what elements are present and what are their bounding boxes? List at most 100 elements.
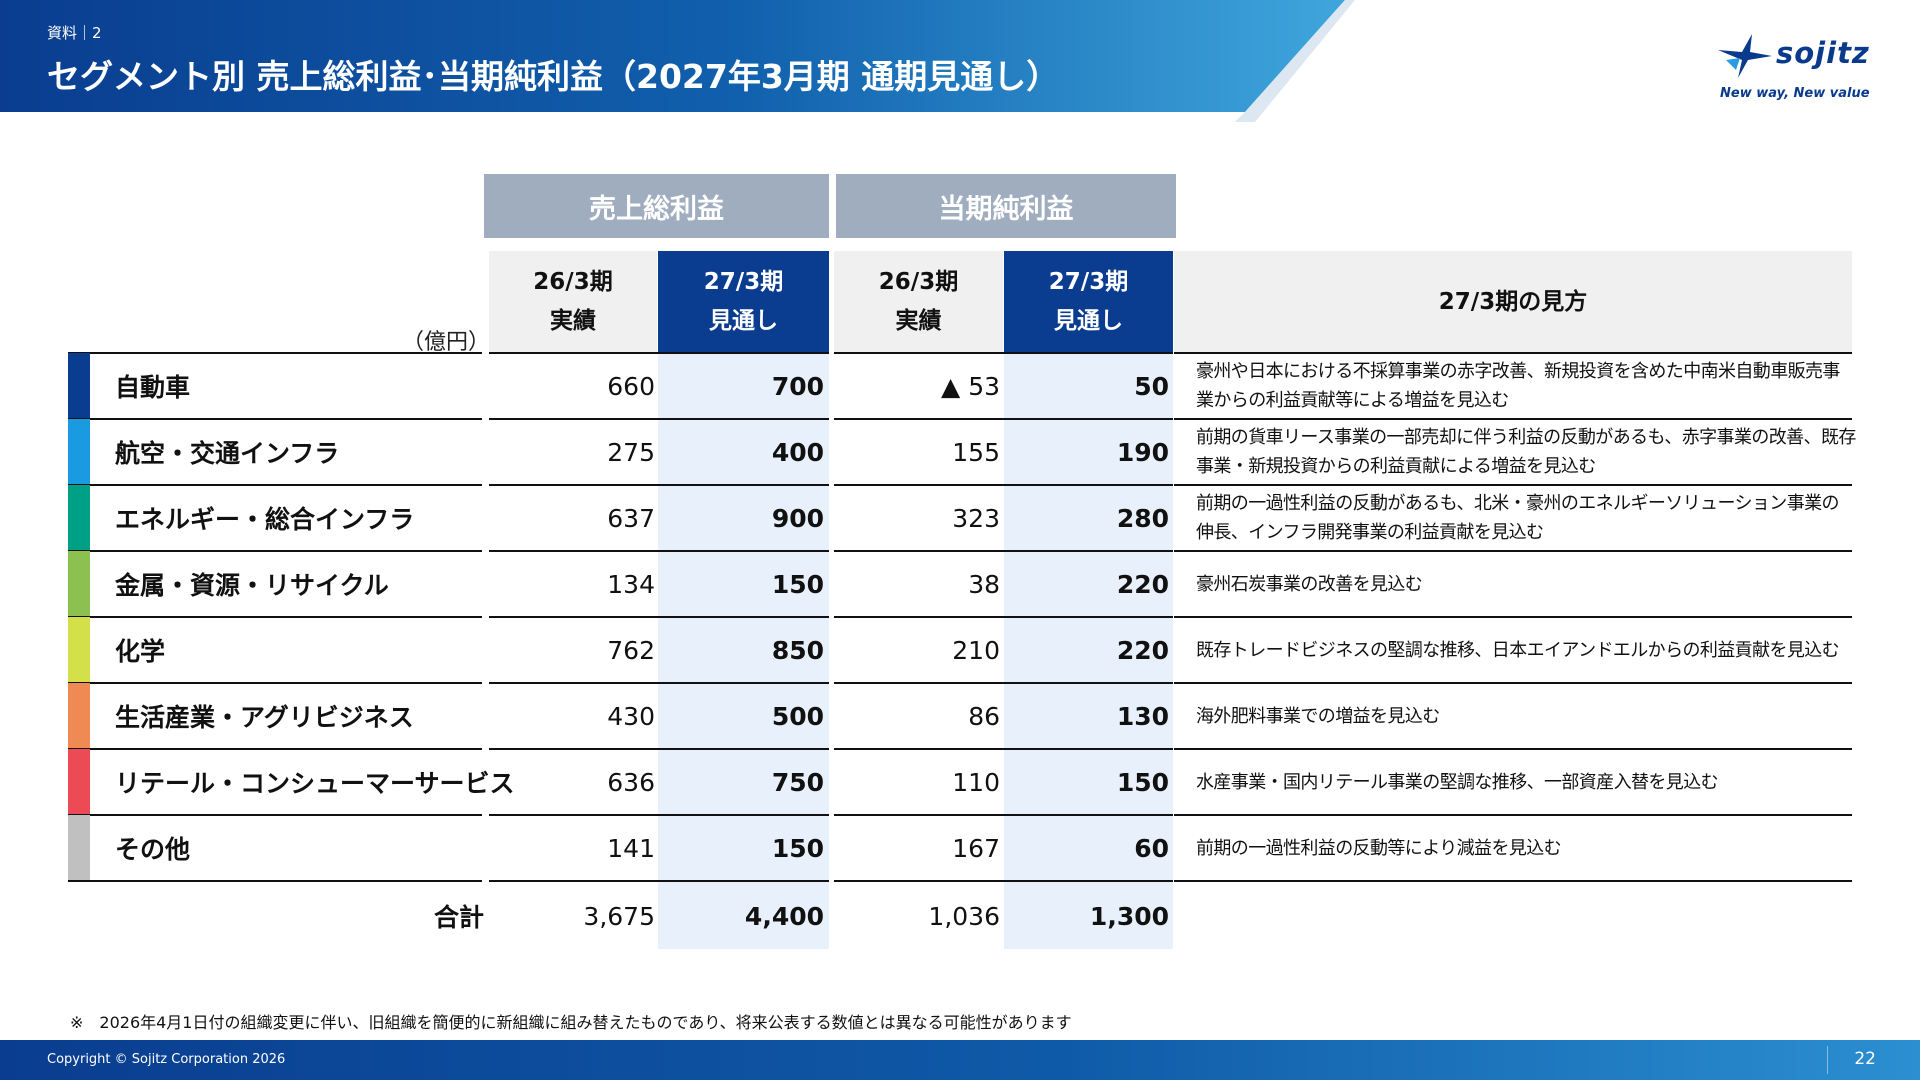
row-divider bbox=[834, 880, 1173, 882]
cell-ni-actual: 86 bbox=[968, 701, 1000, 731]
cell-gp-actual: 637 bbox=[607, 503, 655, 533]
col-header-gp-actual-line1: 26/3期 bbox=[533, 269, 613, 295]
cell-ni-actual: 210 bbox=[952, 635, 1000, 665]
cell-gp-forecast: 500 bbox=[771, 701, 824, 731]
total-ni-actual: 1,036 bbox=[928, 901, 1000, 931]
page-number-divider bbox=[1827, 1046, 1828, 1074]
row-divider bbox=[489, 352, 829, 354]
row-divider bbox=[1174, 814, 1852, 816]
gp-forecast-column-bg bbox=[658, 353, 829, 949]
outlook-comment: 豪州石炭事業の改善を見込む bbox=[1196, 573, 1423, 595]
total-ni-forecast: 1,300 bbox=[1089, 901, 1169, 931]
row-divider bbox=[1174, 616, 1852, 618]
row-divider bbox=[834, 814, 1173, 816]
col-header-ni-forecast: 27/3期 見通し bbox=[1004, 251, 1173, 353]
cell-gp-actual: 430 bbox=[607, 701, 655, 731]
segment-name: 生活産業・アグリビジネス bbox=[115, 703, 414, 732]
cell-gp-forecast: 750 bbox=[771, 767, 824, 797]
segment-name: 金属・資源・リサイクル bbox=[115, 571, 389, 600]
cell-ni-actual: 110 bbox=[952, 767, 1000, 797]
segment-color-bar bbox=[68, 749, 90, 815]
segment-color-bar bbox=[68, 815, 90, 881]
row-divider bbox=[834, 418, 1173, 420]
row-divider bbox=[1174, 550, 1852, 552]
logo-star-icon bbox=[1718, 34, 1772, 78]
cell-ni-forecast: 190 bbox=[1116, 437, 1169, 467]
cell-ni-forecast: 280 bbox=[1116, 503, 1169, 533]
row-divider bbox=[489, 484, 829, 486]
total-gp-forecast: 4,400 bbox=[744, 901, 824, 931]
col-header-gp-forecast-line1: 27/3期 bbox=[703, 269, 784, 295]
outlook-comment: 既存トレードビジネスの堅調な推移、日本エイアンドエルからの利益貢献を見込む bbox=[1196, 639, 1840, 661]
cell-ni-actual: 155 bbox=[952, 437, 1000, 467]
row-divider bbox=[68, 418, 482, 420]
cell-gp-forecast: 150 bbox=[771, 833, 824, 863]
logo-wordmark: sojitz bbox=[1776, 36, 1870, 70]
segment-color-bar bbox=[68, 617, 90, 683]
row-divider bbox=[834, 616, 1173, 618]
row-divider bbox=[68, 748, 482, 750]
group-header-net-income: 当期純利益 bbox=[836, 174, 1176, 238]
segment-color-bar bbox=[68, 419, 90, 485]
header-banner-graphic bbox=[0, 0, 1355, 122]
segment-color-bar bbox=[68, 353, 90, 419]
segment-name: 自動車 bbox=[115, 373, 191, 402]
row-divider bbox=[68, 352, 482, 354]
cell-ni-forecast: 220 bbox=[1116, 635, 1169, 665]
row-divider bbox=[834, 484, 1173, 486]
cell-gp-actual: 636 bbox=[607, 767, 655, 797]
logo-tagline: New way, New value bbox=[1720, 86, 1870, 101]
cell-ni-forecast: 220 bbox=[1116, 569, 1169, 599]
total-label: 合計 bbox=[433, 903, 484, 932]
page-title: セグメント別 売上総利益･当期純利益（2027年3月期 通期見通し） bbox=[47, 57, 1060, 96]
segment-name: 化学 bbox=[115, 637, 166, 666]
col-header-gp-actual: 26/3期 実績 bbox=[489, 251, 657, 353]
cell-gp-forecast: 850 bbox=[771, 635, 824, 665]
cell-ni-actual: ▲ 53 bbox=[941, 371, 1000, 401]
row-divider bbox=[489, 682, 829, 684]
row-divider bbox=[1174, 484, 1852, 486]
cell-ni-actual: 167 bbox=[952, 833, 1000, 863]
cell-ni-forecast: 50 bbox=[1134, 371, 1169, 401]
row-divider bbox=[489, 616, 829, 618]
segment-name: その他 bbox=[115, 835, 191, 864]
row-divider bbox=[489, 550, 829, 552]
cell-ni-actual: 38 bbox=[968, 569, 1000, 599]
cell-gp-actual: 762 bbox=[607, 635, 655, 665]
segment-color-bar bbox=[68, 485, 90, 551]
total-gp-actual: 3,675 bbox=[583, 901, 655, 931]
row-divider bbox=[1174, 748, 1852, 750]
row-divider bbox=[68, 484, 482, 486]
outlook-comment: 前期の一過性利益の反動があるも、北米・豪州のエネルギーソリューション事業の伸長、… bbox=[1196, 493, 1840, 543]
outlook-comment: 前期の一過性利益の反動等により減益を見込む bbox=[1196, 837, 1562, 859]
col-header-outlook-label: 27/3期の見方 bbox=[1438, 288, 1588, 315]
row-divider bbox=[489, 748, 829, 750]
outlook-comment: 前期の貨車リース事業の一部売却に伴う利益の反動があるも、赤字事業の改善、既存事業… bbox=[1196, 427, 1856, 477]
row-divider bbox=[489, 880, 829, 882]
col-header-gp-forecast-line2: 見通し bbox=[709, 308, 778, 334]
cell-gp-actual: 275 bbox=[607, 437, 655, 467]
col-header-ni-actual-line2: 実績 bbox=[895, 308, 942, 334]
segment-name: 航空・交通インフラ bbox=[115, 439, 340, 468]
row-divider bbox=[68, 682, 482, 684]
col-header-gp-actual-line2: 実績 bbox=[550, 308, 596, 334]
cell-gp-actual: 141 bbox=[607, 833, 655, 863]
page-number: 22 bbox=[1854, 1049, 1876, 1069]
sojitz-logo: sojitz New way, New value bbox=[1712, 30, 1882, 105]
row-divider bbox=[1174, 682, 1852, 684]
cell-gp-forecast: 700 bbox=[771, 371, 824, 401]
segment-name: リテール・コンシューマーサービス bbox=[115, 769, 515, 798]
row-divider bbox=[1174, 880, 1852, 882]
cell-ni-forecast: 60 bbox=[1134, 833, 1169, 863]
document-label: 資料｜2 bbox=[47, 24, 102, 42]
outlook-comment: 海外肥料事業での増益を見込む bbox=[1196, 705, 1440, 727]
footnote: ※ 2026年4月1日付の組織変更に伴い、旧組織を簡便的に新組織に組み替えたもの… bbox=[70, 1013, 1072, 1032]
cell-gp-actual: 134 bbox=[607, 569, 655, 599]
row-divider bbox=[1174, 418, 1852, 420]
segment-color-bar bbox=[68, 683, 90, 749]
segment-name: エネルギー・総合インフラ bbox=[115, 505, 415, 534]
col-header-ni-forecast-line1: 27/3期 bbox=[1048, 269, 1129, 295]
cell-gp-actual: 660 bbox=[607, 371, 655, 401]
row-divider bbox=[68, 616, 482, 618]
row-divider bbox=[834, 748, 1173, 750]
